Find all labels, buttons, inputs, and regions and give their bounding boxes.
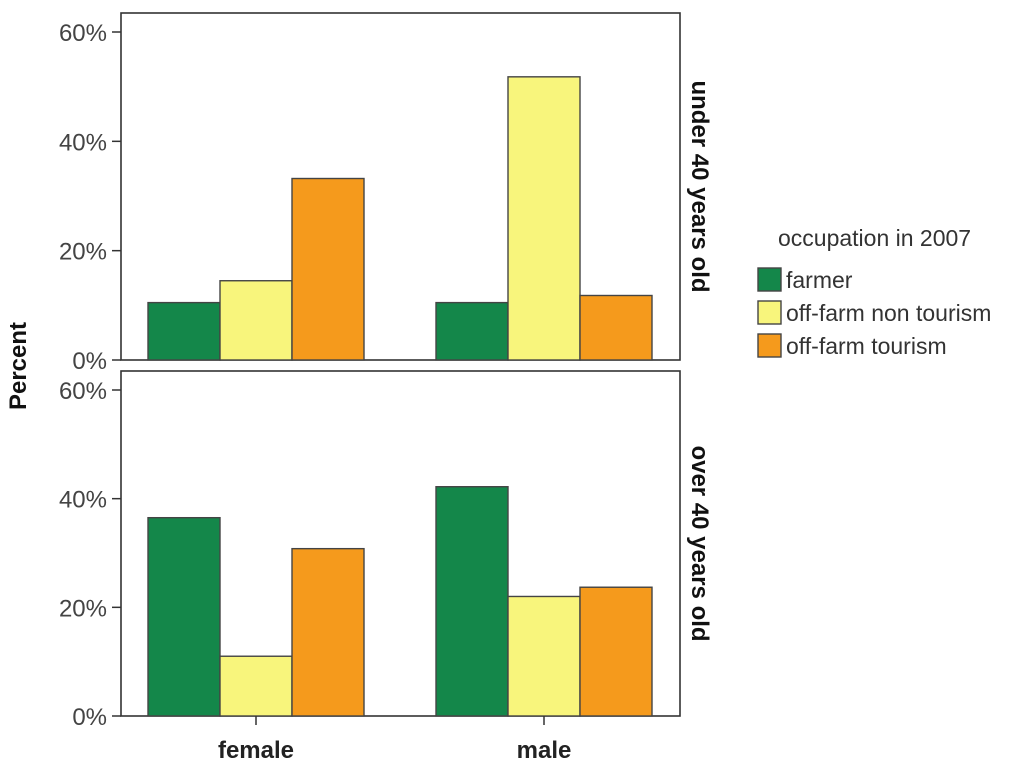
bar-off-farm-non-tourism-female (219, 655, 293, 717)
y-tick-label: 20% (59, 239, 107, 266)
x-axis: female male (218, 716, 571, 764)
facet-label: over 40 years old (686, 445, 713, 641)
bar-off-farm-tourism-male (579, 586, 653, 717)
bar-off-farm-non-tourism-male (507, 595, 581, 717)
y-tick-label: 0% (72, 348, 107, 375)
y-tick-label: 20% (59, 595, 107, 622)
legend-label: farmer (786, 267, 853, 293)
bar-farmer-female (147, 301, 221, 361)
bar-off-farm-tourism-female (291, 547, 365, 717)
bar-off-farm-non-tourism-female (219, 280, 293, 361)
legend-label: off-farm tourism (786, 333, 947, 359)
y-tick-label: 40% (59, 487, 107, 514)
y-axis-label: Percent (5, 322, 32, 410)
bar-farmer-female (147, 516, 221, 717)
y-tick-label: 0% (72, 704, 107, 731)
x-category-label: male (517, 737, 572, 764)
panel-2: 0% 20% 40% 60% over 40 years old (59, 370, 713, 731)
legend: occupation in 2007 farmer off-farm non to… (757, 225, 991, 359)
panels-layer: 0% 20% 40% 60% under 40 years old 0% 20% 40% 60%… (59, 12, 713, 764)
bar-off-farm-tourism-male (579, 294, 653, 361)
x-category-label: female (218, 737, 294, 764)
y-tick-label: 60% (59, 378, 107, 405)
bar-farmer-male (435, 301, 509, 361)
legend-swatch (757, 300, 782, 325)
panel-1: 0% 20% 40% 60% under 40 years old (59, 12, 713, 375)
bar-farmer-male (435, 486, 509, 717)
legend-title: occupation in 2007 (778, 225, 971, 251)
legend-label: off-farm non tourism (786, 300, 991, 326)
legend-swatch (757, 267, 782, 292)
bar-off-farm-non-tourism-male (507, 76, 581, 361)
y-tick-label: 40% (59, 129, 107, 156)
y-tick-label: 60% (59, 20, 107, 47)
facet-label: under 40 years old (686, 80, 713, 292)
legend-swatch (757, 333, 782, 358)
bar-off-farm-tourism-female (291, 177, 365, 361)
